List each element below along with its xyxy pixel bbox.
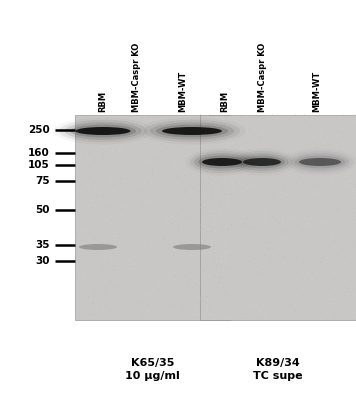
Text: RBM: RBM bbox=[98, 91, 107, 112]
Ellipse shape bbox=[64, 122, 141, 140]
Ellipse shape bbox=[162, 127, 222, 135]
Ellipse shape bbox=[239, 156, 285, 168]
Ellipse shape bbox=[150, 122, 234, 140]
Text: 50: 50 bbox=[36, 205, 50, 215]
Ellipse shape bbox=[232, 151, 292, 173]
Ellipse shape bbox=[299, 158, 341, 166]
Ellipse shape bbox=[295, 156, 345, 168]
Text: 160: 160 bbox=[28, 148, 50, 158]
Text: 35: 35 bbox=[36, 240, 50, 250]
Ellipse shape bbox=[75, 127, 131, 135]
Text: 250: 250 bbox=[28, 125, 50, 135]
Text: MBM-WT: MBM-WT bbox=[312, 71, 321, 112]
Ellipse shape bbox=[194, 153, 250, 171]
Bar bbox=[200, 115, 356, 320]
Ellipse shape bbox=[286, 151, 354, 173]
Ellipse shape bbox=[144, 120, 240, 142]
Ellipse shape bbox=[235, 153, 289, 171]
Ellipse shape bbox=[198, 156, 246, 168]
Text: K65/35
10 μg/ml: K65/35 10 μg/ml bbox=[125, 358, 180, 381]
Ellipse shape bbox=[70, 125, 136, 137]
Ellipse shape bbox=[156, 125, 228, 137]
Text: 30: 30 bbox=[36, 256, 50, 266]
Text: RBM: RBM bbox=[220, 91, 229, 112]
Ellipse shape bbox=[59, 120, 147, 142]
Text: MBM-Caspr KO: MBM-Caspr KO bbox=[132, 43, 141, 112]
Ellipse shape bbox=[190, 151, 254, 173]
Text: MBM-WT: MBM-WT bbox=[178, 71, 187, 112]
Ellipse shape bbox=[173, 244, 211, 250]
Bar bbox=[75, 115, 230, 320]
Text: 105: 105 bbox=[28, 160, 50, 170]
Ellipse shape bbox=[243, 158, 281, 166]
Ellipse shape bbox=[202, 158, 242, 166]
Text: 75: 75 bbox=[35, 176, 50, 186]
Text: MBM-Caspr KO: MBM-Caspr KO bbox=[258, 43, 267, 112]
Ellipse shape bbox=[79, 244, 117, 250]
Text: K89/34
TC supe: K89/34 TC supe bbox=[253, 358, 303, 381]
Ellipse shape bbox=[290, 153, 349, 171]
